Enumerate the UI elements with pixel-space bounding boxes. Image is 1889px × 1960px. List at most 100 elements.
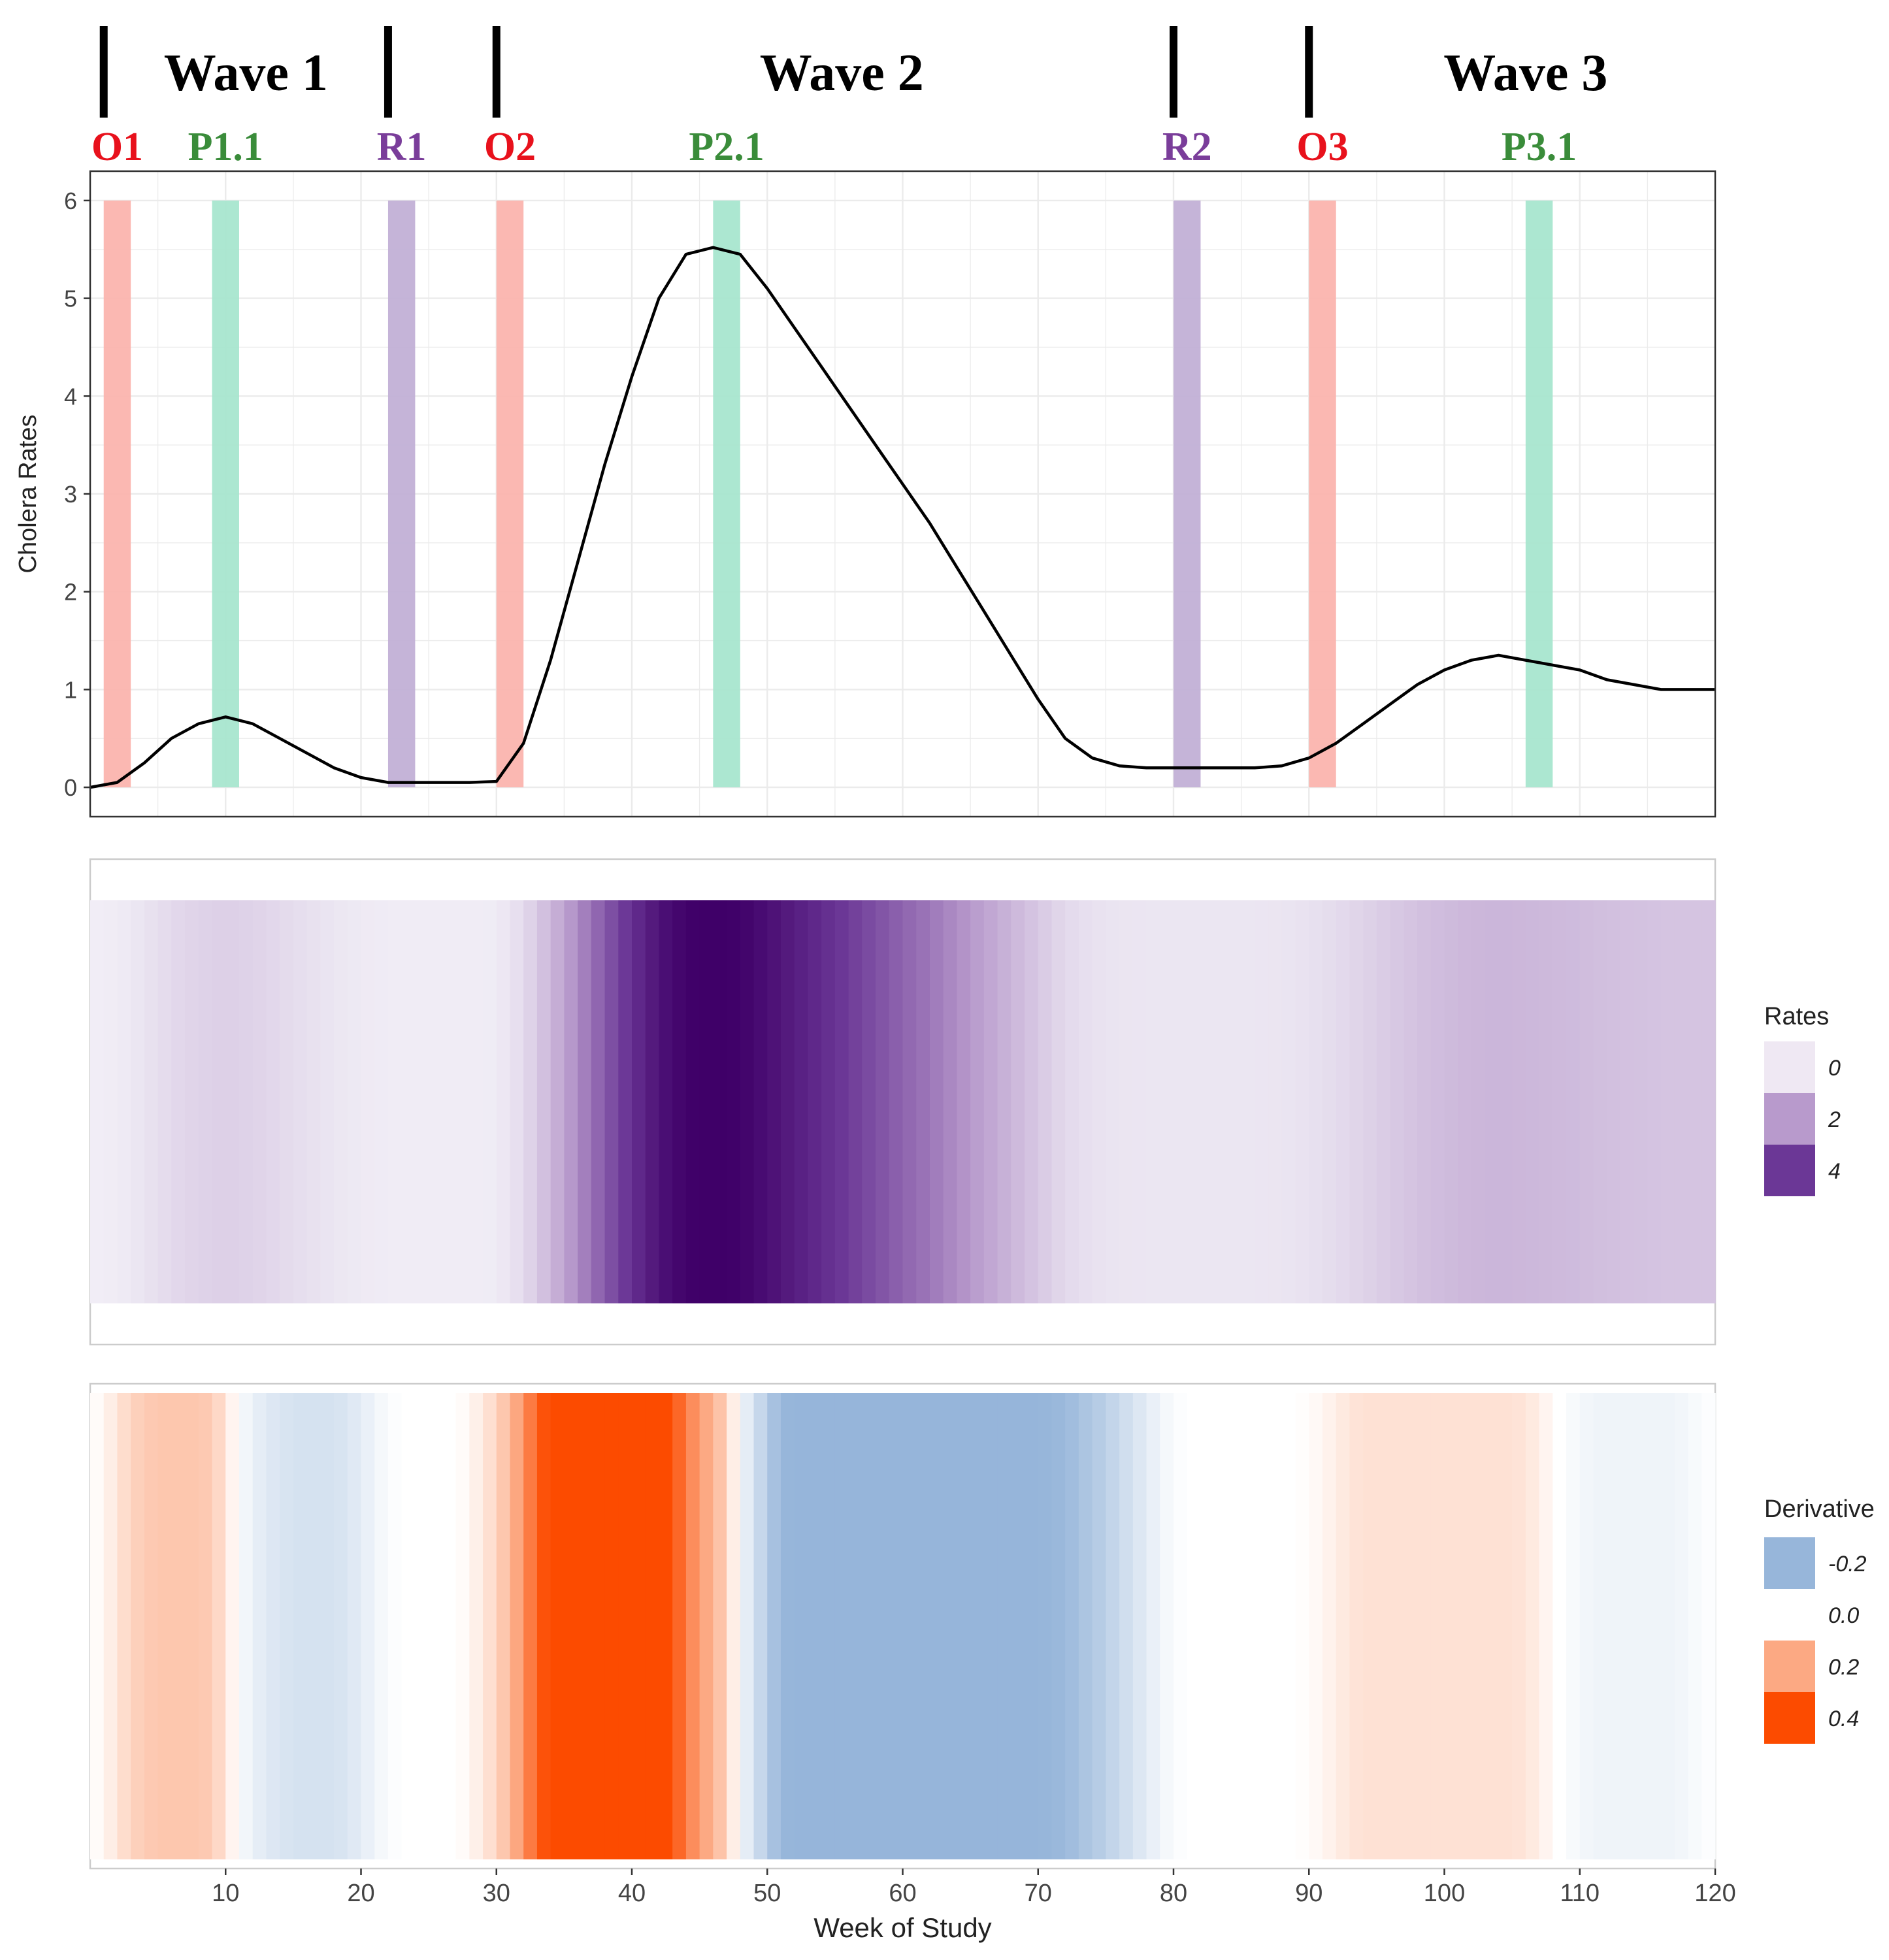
derivative-cell bbox=[1363, 1393, 1377, 1859]
rates-cell bbox=[1349, 900, 1364, 1303]
rates-cell bbox=[103, 900, 118, 1303]
rates-cell bbox=[1011, 900, 1025, 1303]
rates-cell bbox=[1322, 900, 1337, 1303]
derivative-cell bbox=[131, 1393, 145, 1859]
derivative-cell bbox=[1051, 1393, 1066, 1859]
rates-cell bbox=[171, 900, 186, 1303]
rates-cell bbox=[983, 900, 998, 1303]
rates-cell bbox=[1174, 900, 1188, 1303]
rates-cell bbox=[1430, 900, 1445, 1303]
derivative-cell bbox=[198, 1393, 213, 1859]
derivative-cell bbox=[1593, 1393, 1607, 1859]
derivative-cell bbox=[266, 1393, 280, 1859]
phase-label: P2.1 bbox=[689, 125, 764, 169]
rates-legend-label: 4 bbox=[1828, 1159, 1841, 1184]
rates-cell bbox=[1092, 900, 1107, 1303]
rates-cell bbox=[429, 900, 443, 1303]
rates-legend-key bbox=[1764, 1145, 1815, 1196]
phase-bands bbox=[103, 200, 1553, 788]
rates-cell bbox=[1661, 900, 1675, 1303]
phase-label: O2 bbox=[484, 125, 536, 169]
rates-cell bbox=[1620, 900, 1635, 1303]
rates-cell bbox=[1160, 900, 1174, 1303]
derivative-cell bbox=[306, 1393, 321, 1859]
rates-cell bbox=[1051, 900, 1066, 1303]
rates-y-axis: 0 1 2 3 4 5 6 bbox=[64, 188, 90, 801]
x-tick-label: 110 bbox=[1560, 1880, 1600, 1907]
rates-cell bbox=[320, 900, 335, 1303]
derivative-cell bbox=[821, 1393, 836, 1859]
y-tick-label: 2 bbox=[64, 579, 77, 606]
rates-cell bbox=[591, 900, 606, 1303]
rates-cell bbox=[1363, 900, 1377, 1303]
rates-cell bbox=[1593, 900, 1607, 1303]
rates-cell bbox=[1444, 900, 1459, 1303]
rates-y-axis-label: Cholera Rates bbox=[14, 415, 42, 574]
rates-cell bbox=[645, 900, 660, 1303]
phase-labels: O1 P1.1 R1 O2 P2.1 R2 O3 P3.1 bbox=[91, 125, 1577, 169]
derivative-cell bbox=[564, 1393, 578, 1859]
x-tick-label: 90 bbox=[1295, 1880, 1322, 1907]
derivative-cell bbox=[929, 1393, 944, 1859]
rates-cell bbox=[361, 900, 376, 1303]
rates-legend: 0 2 4 bbox=[1764, 1041, 1841, 1196]
rates-cell bbox=[401, 900, 416, 1303]
rates-cell bbox=[415, 900, 429, 1303]
derivative-cell bbox=[1444, 1393, 1459, 1859]
derivative-cell bbox=[632, 1393, 646, 1859]
derivative-cell bbox=[1227, 1393, 1242, 1859]
derivative-cell bbox=[753, 1393, 768, 1859]
derivative-cell bbox=[604, 1393, 619, 1859]
rates-cell bbox=[997, 900, 1012, 1303]
derivative-cell bbox=[1525, 1393, 1540, 1859]
derivative-cell bbox=[834, 1393, 849, 1859]
phase-band-o2 bbox=[496, 200, 524, 788]
x-tick-label: 80 bbox=[1160, 1880, 1187, 1907]
rates-cell bbox=[1376, 900, 1391, 1303]
rates-cell bbox=[157, 900, 172, 1303]
rates-cell bbox=[1607, 900, 1621, 1303]
derivative-cell bbox=[536, 1393, 551, 1859]
derivative-cell bbox=[902, 1393, 917, 1859]
rates-cell bbox=[536, 900, 551, 1303]
rates-cell bbox=[727, 900, 741, 1303]
derivative-cell bbox=[1106, 1393, 1120, 1859]
derivative-legend-label: 0.2 bbox=[1828, 1655, 1859, 1680]
derivative-cell bbox=[645, 1393, 660, 1859]
x-tick-label: 50 bbox=[753, 1880, 781, 1907]
rates-cell bbox=[212, 900, 227, 1303]
derivative-cell bbox=[1566, 1393, 1581, 1859]
derivative-cell bbox=[455, 1393, 470, 1859]
rates-cell bbox=[1132, 900, 1147, 1303]
rates-cell bbox=[1241, 900, 1256, 1303]
derivative-legend-label: 0.4 bbox=[1828, 1707, 1859, 1731]
derivative-cell bbox=[387, 1393, 402, 1859]
rates-cell bbox=[916, 900, 930, 1303]
rates-cell bbox=[767, 900, 781, 1303]
x-tick-label: 10 bbox=[212, 1880, 239, 1907]
derivative-legend-label: 0.0 bbox=[1828, 1603, 1859, 1628]
derivative-legend: -0.2 0.0 0.2 0.4 bbox=[1764, 1537, 1867, 1744]
rates-cell bbox=[334, 900, 348, 1303]
derivative-cell bbox=[510, 1393, 524, 1859]
rates-cell bbox=[198, 900, 213, 1303]
derivative-cell bbox=[659, 1393, 673, 1859]
derivative-cell bbox=[1390, 1393, 1405, 1859]
rates-cell bbox=[1200, 900, 1215, 1303]
derivative-cell bbox=[862, 1393, 876, 1859]
rates-cell bbox=[442, 900, 457, 1303]
derivative-cell bbox=[550, 1393, 565, 1859]
rates-cell bbox=[970, 900, 985, 1303]
rates-cell bbox=[929, 900, 944, 1303]
derivative-cell bbox=[1349, 1393, 1364, 1859]
phase-band-p3-1 bbox=[1525, 200, 1553, 788]
rates-cell bbox=[943, 900, 958, 1303]
derivative-cell bbox=[889, 1393, 904, 1859]
derivative-cell bbox=[1119, 1393, 1134, 1859]
rates-cell bbox=[834, 900, 849, 1303]
x-tick-label: 40 bbox=[618, 1880, 646, 1907]
derivative-cell bbox=[578, 1393, 592, 1859]
derivative-cell bbox=[1078, 1393, 1093, 1859]
rates-legend-key bbox=[1764, 1093, 1815, 1145]
